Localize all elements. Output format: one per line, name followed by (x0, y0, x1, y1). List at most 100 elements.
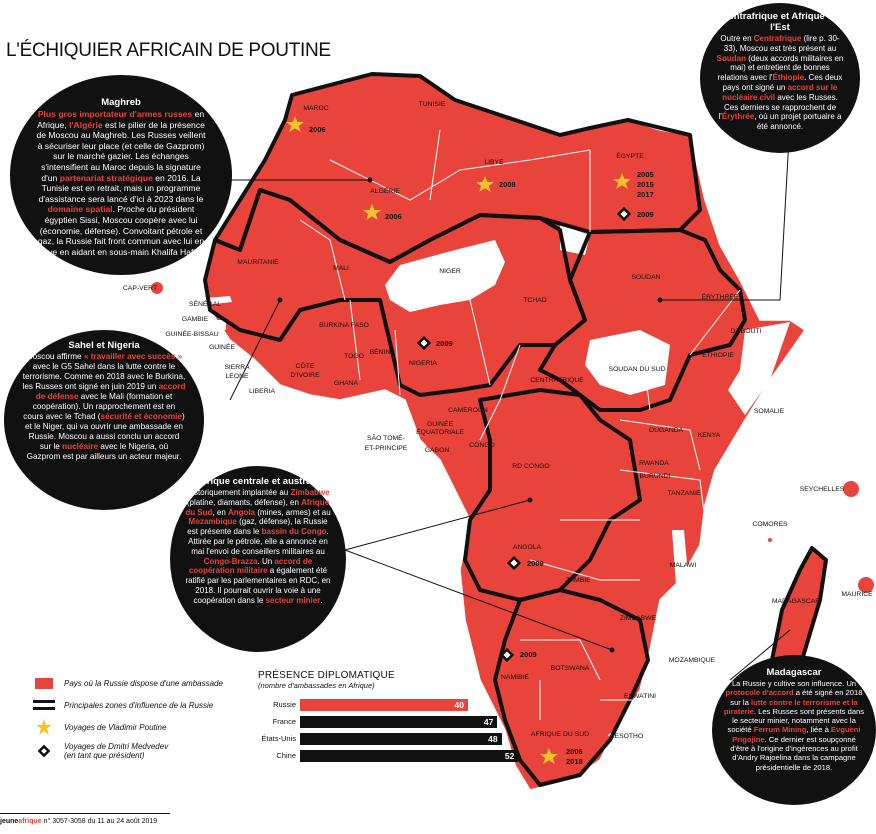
presence-row: États-Unis 48 (258, 730, 518, 747)
sahel-red-2: accord de défense (35, 382, 186, 401)
centrale-text-b: (platine, diamants, défense), en (186, 497, 302, 507)
maghreb-text-2: est le pilier de la présence de Moscou a… (36, 119, 206, 183)
year-algerie: 2006 (385, 212, 402, 221)
label-libye: LIBYE (484, 159, 504, 166)
footer-issue: n° 3057-3058 du 11 au 24 août 2019 (41, 818, 158, 825)
year-maroc: 2006 (309, 125, 326, 134)
presence-country-label: France (272, 717, 296, 726)
label-soudan: SOUDAN (631, 274, 660, 281)
est-red-5: Érythrée (721, 112, 755, 122)
year-egypte-3: 2017 (637, 190, 654, 199)
star-icon-egypte (613, 173, 631, 189)
influence-zone-sahel (203, 188, 587, 397)
year-libye: 2008 (499, 180, 516, 189)
label-ethiopie: ÉTHIOPIE (702, 350, 734, 359)
niger-white (385, 240, 505, 312)
centrale-text-e: (gaz, défense), la Russie est présente d… (187, 517, 328, 537)
label-burkina: BURKINA FASO (319, 322, 369, 329)
influence-zone-austral (493, 588, 650, 787)
presence-bar: 52 (300, 749, 519, 762)
centrale-red-6: Congo-Brazza (203, 556, 258, 566)
label-tanzanie: TANZANIE (667, 490, 701, 497)
year-egypte-med: 2009 (637, 210, 654, 219)
presence-country-label: États-Unis (261, 734, 296, 743)
label-mali: MALI (333, 265, 349, 272)
cap-vert-dot (151, 282, 163, 294)
somalie-white (728, 322, 790, 415)
star-icon (36, 719, 52, 735)
label-egypte: ÉGYPTE (616, 151, 644, 160)
stp-dot (426, 443, 430, 447)
label-rwanda: RWANDA (639, 460, 669, 467)
est-text-b: (lire p. 30-33), Moscou est très présent… (723, 34, 840, 53)
presence-row: Russie 40 (258, 696, 518, 713)
sahel-text-c: avec le Mali (formation et coopération).… (23, 392, 176, 421)
centrale-text-g: . Un (257, 556, 275, 566)
centrale-text-i: . (320, 595, 323, 605)
label-rdc: RD CONGO (512, 463, 549, 470)
sahel-text-a: Moscou affirme (25, 352, 84, 361)
bubble-maghreb: Maghreb Plus gros importateur d'armes ru… (10, 75, 232, 275)
centrale-red-4: Mozambique (188, 517, 237, 527)
madagascar-island (772, 548, 826, 686)
centrale-text-h: a également été ratifié par les parlemen… (185, 566, 331, 605)
bubble-centrale-heading: Afrique centrale et australe (196, 476, 320, 487)
leader-line-centre-1 (344, 499, 531, 551)
guinee-bissau-white (208, 320, 226, 330)
label-tunisie: TUNISIE (419, 101, 446, 108)
influence-zone-centre (463, 388, 642, 602)
centrale-red-2: Afrique du Sud (185, 497, 330, 517)
bubble-sahel: Sahel et Nigeria Moscou affirme « travai… (4, 330, 204, 510)
label-seychelles: SEYCHELLES (800, 486, 845, 493)
label-senegal: SÉNÉGAL (189, 299, 221, 308)
label-malawi: MALAWI (670, 562, 697, 569)
bubble-madagascar: Madagascar La Russie y cultive son influ… (712, 655, 876, 805)
label-namibie: NAMIBIE (501, 674, 529, 681)
label-guinee-eq-2: ÉQUATORIALE (416, 427, 464, 436)
est-red-1: Centrafrique (753, 34, 802, 43)
maurice-dot (858, 577, 874, 593)
comores-dot (768, 538, 772, 542)
legend-embassy: Pays où la Russie dispose d'une ambassad… (32, 672, 272, 694)
centrale-text-d: (mines, armes) et au (255, 507, 331, 517)
label-guinee: GUINÉE (209, 342, 236, 351)
footer-divider (0, 813, 170, 814)
year-egypte-2: 2015 (637, 180, 654, 189)
est-red-4: accord sur le nucléaire civil (722, 82, 838, 102)
sahel-red-3: sécurité et économie (100, 412, 182, 421)
influence-zone-east (538, 228, 747, 412)
label-sierra-1: SIERRA (224, 364, 250, 371)
label-angola: ANGOLA (513, 544, 542, 551)
leader-line-madagascar (729, 629, 791, 681)
double-line-icon (33, 700, 55, 710)
centrale-text-f: . Attirée par le pétrole, elle a annoncé… (188, 527, 329, 556)
est-text-a: Outre en (720, 34, 754, 43)
maghreb-red-1: Plus gros importateur d'armes russes (37, 109, 193, 119)
sahel-red-1: « travailler avec succès » (83, 352, 183, 361)
diamond-icon-egypte (616, 206, 632, 222)
leader-line-east (660, 119, 791, 301)
label-togo: TOGO (344, 353, 364, 360)
label-cote-1: CÔTE (296, 361, 315, 370)
star-icon-afrique-sud (540, 748, 558, 764)
label-stp-2: ET-PRINCIPE (365, 445, 408, 452)
est-red-3: Éthiopie (772, 73, 805, 83)
bubble-sahel-heading: Sahel et Nigeria (68, 340, 140, 351)
label-mozambique: MOZAMBIQUE (669, 657, 716, 664)
label-zambie: ZAMBIE (565, 577, 591, 584)
label-afrique-sud: AFRIQUE DU SUD (531, 731, 589, 738)
label-eswatini: ESWATINI (624, 693, 656, 700)
label-comores: COMORES (752, 521, 788, 528)
legend-medvedev-label-2: (en tant que président) (64, 751, 145, 760)
presence-chart: PRÉSENCE DIPLOMATIQUE (nombre d'ambassad… (258, 670, 519, 764)
est-text-d: . Ces deux pays ont signé un (722, 73, 843, 92)
madagascar-text-b: a été signé en 2018 sur la (730, 688, 863, 707)
label-sierra-2: LEONE (225, 373, 249, 380)
maghreb-text-1: en Afrique, (37, 109, 205, 130)
madagascar-red-3: Ferrum Mining (753, 725, 807, 735)
maghreb-text-3: en 2016. La Tunisie est en retrait, mais… (38, 172, 204, 204)
centrale-red-3: Angola (228, 507, 256, 517)
est-red-2: Soudan (716, 53, 746, 63)
gambie-white (205, 296, 232, 305)
label-tchad: TCHAD (523, 297, 547, 304)
